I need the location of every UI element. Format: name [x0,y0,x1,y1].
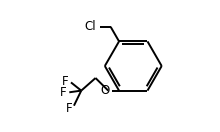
Text: Cl: Cl [84,20,95,33]
Text: F: F [62,75,69,88]
Text: O: O [101,84,110,97]
Text: F: F [65,102,72,115]
Text: F: F [60,86,67,99]
